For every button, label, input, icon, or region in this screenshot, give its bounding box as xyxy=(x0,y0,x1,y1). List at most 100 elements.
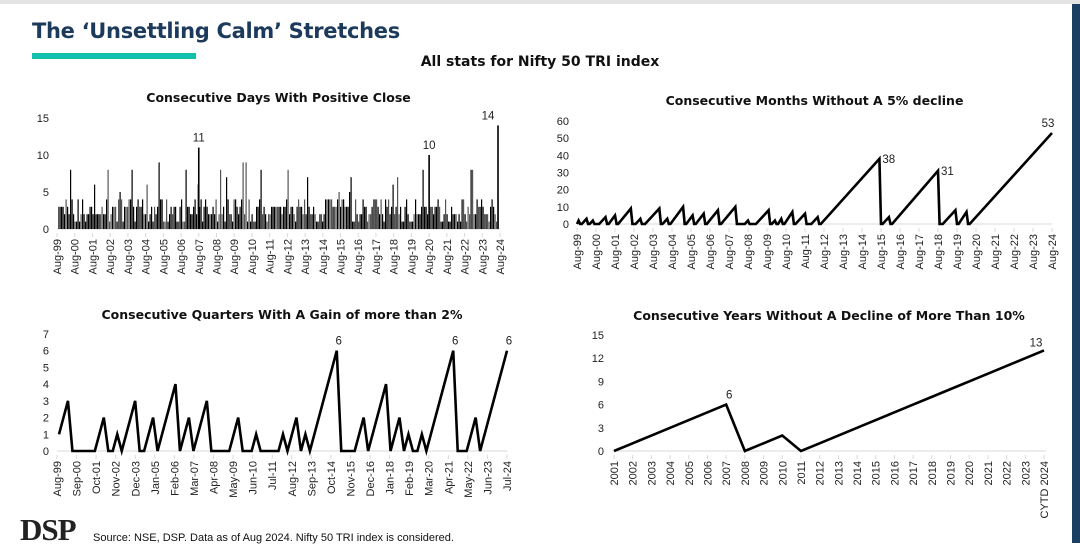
daily-bar xyxy=(80,214,82,229)
daily-bar xyxy=(182,221,184,229)
x-tick-label: 2007 xyxy=(721,461,733,485)
daily-bar xyxy=(131,169,133,229)
x-tick-label: Aug-20 xyxy=(971,234,983,269)
x-tick-label: Aug-22 xyxy=(1009,234,1021,269)
daily-bar xyxy=(167,221,169,229)
daily-bar xyxy=(122,221,124,229)
daily-bar xyxy=(454,214,456,229)
daily-bar xyxy=(104,214,106,229)
daily-bar xyxy=(173,206,175,229)
daily-bar xyxy=(485,214,487,229)
x-tick-label: Aug-02 xyxy=(105,239,117,274)
daily-bar xyxy=(106,199,108,229)
daily-bar xyxy=(397,177,399,229)
x-tick-label: 2010 xyxy=(777,461,789,485)
daily-bar xyxy=(214,214,216,229)
daily-bar xyxy=(481,199,483,229)
daily-bar xyxy=(140,206,142,229)
x-tick-label: Aug-16 xyxy=(895,234,907,269)
daily-bar xyxy=(430,206,432,229)
daily-bar xyxy=(286,199,288,229)
daily-bar xyxy=(464,214,466,229)
daily-bar xyxy=(229,214,231,229)
daily-bar xyxy=(121,199,123,229)
daily-bar xyxy=(187,206,189,229)
x-tick-label: Aug-09 xyxy=(229,239,241,274)
daily-bar xyxy=(172,214,174,229)
x-tick-label: Dec-03 xyxy=(130,461,142,496)
daily-bar xyxy=(257,206,259,229)
x-tick-label: Aug-09 xyxy=(762,234,774,269)
daily-bar xyxy=(392,184,394,229)
daily-bar xyxy=(169,214,171,229)
data-label: 38 xyxy=(882,154,895,166)
daily-bar xyxy=(304,199,306,229)
daily-bar xyxy=(230,214,232,229)
daily-bar xyxy=(371,206,373,229)
daily-bar xyxy=(133,206,135,229)
daily-bar xyxy=(170,206,172,229)
x-tick-label: 2021 xyxy=(983,461,995,485)
daily-bar xyxy=(89,206,91,229)
daily-bar xyxy=(199,206,201,229)
daily-bar xyxy=(191,214,193,229)
daily-bar xyxy=(418,214,420,229)
daily-bar xyxy=(448,221,450,229)
daily-bar xyxy=(193,206,195,229)
x-tick-label: Nov-15 xyxy=(345,461,357,496)
daily-bar xyxy=(68,214,70,229)
daily-bar xyxy=(238,214,240,229)
y-tick-label: 2 xyxy=(43,413,49,425)
daily-bar xyxy=(157,206,159,229)
daily-bar xyxy=(112,206,114,229)
daily-bar xyxy=(473,214,475,229)
x-tick-label: Aug-15 xyxy=(876,234,888,269)
x-tick-label: Aug-11 xyxy=(265,239,277,274)
x-tick-label: Sep-00 xyxy=(72,461,84,496)
daily-bar xyxy=(344,206,346,229)
daily-bar xyxy=(190,214,192,229)
daily-bar xyxy=(421,206,423,229)
daily-bar xyxy=(383,221,385,229)
daily-bar xyxy=(340,206,342,229)
daily-bar xyxy=(175,206,177,229)
x-tick-label: Jun-10 xyxy=(248,461,260,495)
y-tick-label: 30 xyxy=(557,168,569,180)
x-tick-label: Apr-21 xyxy=(443,461,455,494)
x-tick-label: Aug-07 xyxy=(724,234,736,269)
daily-bar xyxy=(227,199,229,229)
daily-bar xyxy=(196,214,198,229)
daily-bar xyxy=(223,206,225,229)
y-tick-label: 0 xyxy=(43,224,49,236)
daily-bar xyxy=(323,214,325,229)
y-tick-label: 12 xyxy=(592,353,604,365)
daily-bar xyxy=(125,206,127,229)
daily-bar xyxy=(367,221,369,229)
x-tick-label: Aug-05 xyxy=(158,239,170,274)
daily-bar xyxy=(301,206,303,229)
daily-bar xyxy=(442,221,444,229)
daily-bar xyxy=(127,206,129,229)
x-tick-label: Jan-18 xyxy=(385,461,397,495)
y-tick-label: 20 xyxy=(557,185,569,197)
daily-bar xyxy=(85,221,87,229)
daily-bar xyxy=(265,214,267,229)
daily-bar xyxy=(83,214,85,229)
daily-bar xyxy=(488,221,490,229)
daily-bar xyxy=(434,206,436,229)
daily-bar xyxy=(322,221,324,229)
x-tick-label: Aug-03 xyxy=(123,239,135,274)
daily-bar xyxy=(79,221,81,229)
top-border xyxy=(0,0,1080,4)
data-label: 6 xyxy=(506,336,512,348)
daily-bar xyxy=(209,214,211,229)
x-tick-label: Aug-19 xyxy=(406,239,418,274)
x-tick-label: Aug-03 xyxy=(648,234,660,269)
x-tick-label: Mar-07 xyxy=(189,461,201,496)
daily-bar xyxy=(233,199,235,229)
daily-bar xyxy=(445,199,447,229)
daily-bar xyxy=(416,214,418,229)
x-tick-label: Jan-05 xyxy=(150,461,162,495)
daily-bar xyxy=(253,221,255,229)
